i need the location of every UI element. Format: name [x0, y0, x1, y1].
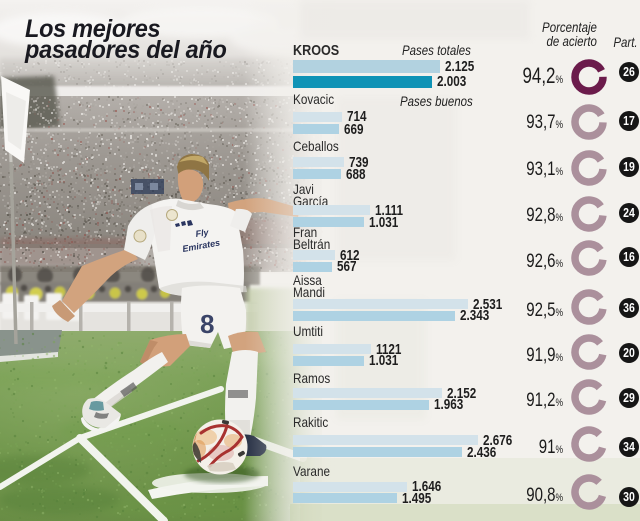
svg-text:Fly: Fly	[195, 227, 210, 239]
svg-text:8: 8	[200, 309, 214, 339]
